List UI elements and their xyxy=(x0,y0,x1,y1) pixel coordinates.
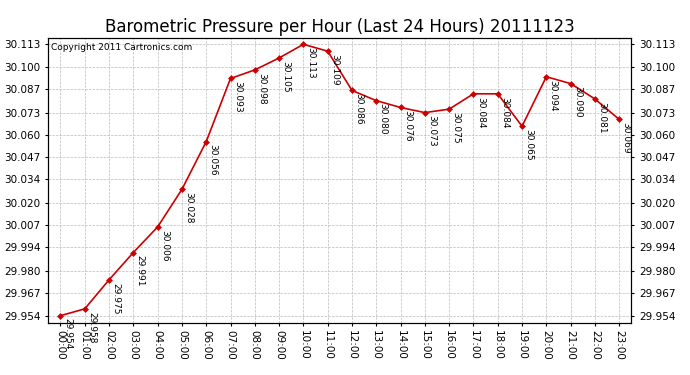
Text: 30.084: 30.084 xyxy=(476,97,485,128)
Text: 30.056: 30.056 xyxy=(208,144,217,176)
Text: 30.086: 30.086 xyxy=(355,93,364,125)
Text: 30.075: 30.075 xyxy=(451,112,461,144)
Text: 30.073: 30.073 xyxy=(427,116,436,147)
Text: 30.094: 30.094 xyxy=(549,80,558,111)
Text: 29.958: 29.958 xyxy=(87,312,96,343)
Text: 30.080: 30.080 xyxy=(379,104,388,135)
Text: 30.113: 30.113 xyxy=(306,47,315,79)
Text: Copyright 2011 Cartronics.com: Copyright 2011 Cartronics.com xyxy=(51,43,193,52)
Title: Barometric Pressure per Hour (Last 24 Hours) 20111123: Barometric Pressure per Hour (Last 24 Ho… xyxy=(105,18,575,36)
Text: 30.098: 30.098 xyxy=(257,73,266,104)
Text: 30.081: 30.081 xyxy=(598,102,607,134)
Text: 30.076: 30.076 xyxy=(403,110,412,142)
Text: 30.065: 30.065 xyxy=(524,129,533,160)
Text: 30.084: 30.084 xyxy=(500,97,509,128)
Text: 30.090: 30.090 xyxy=(573,86,582,118)
Text: 30.093: 30.093 xyxy=(233,81,242,113)
Text: 30.105: 30.105 xyxy=(282,61,290,92)
Text: 30.006: 30.006 xyxy=(160,230,169,261)
Text: 29.975: 29.975 xyxy=(112,283,121,314)
Text: 30.028: 30.028 xyxy=(184,192,193,224)
Text: 30.109: 30.109 xyxy=(330,54,339,86)
Text: 29.991: 29.991 xyxy=(136,255,145,287)
Text: 29.954: 29.954 xyxy=(63,318,72,350)
Text: 30.069: 30.069 xyxy=(622,122,631,154)
